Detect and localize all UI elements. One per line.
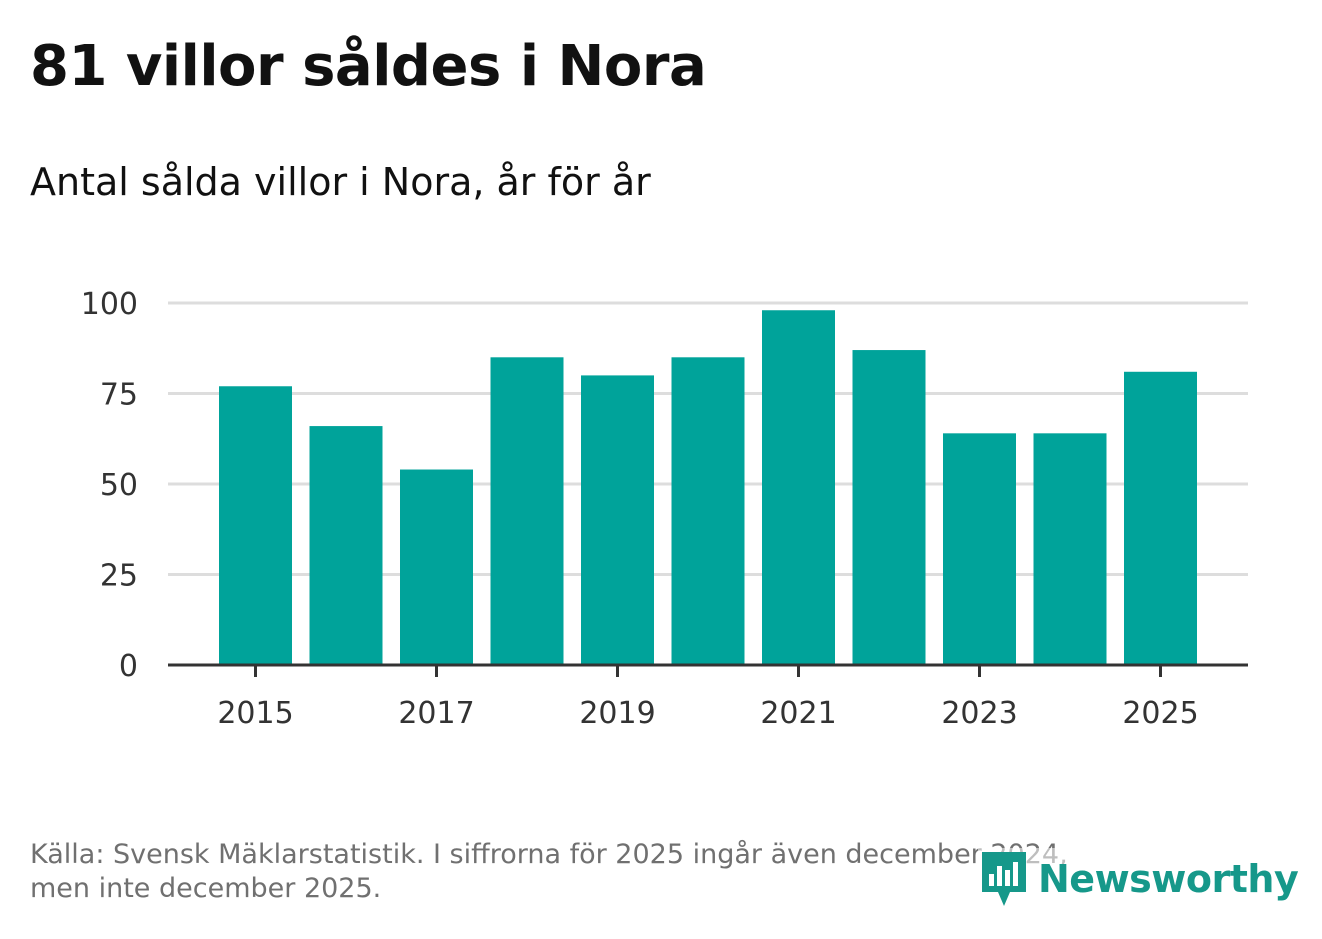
bar-2015: [219, 386, 292, 665]
bar-2022: [852, 350, 926, 665]
y-tick-label: 0: [119, 649, 138, 684]
y-tick-label: 100: [81, 287, 138, 322]
source-note: Källa: Svensk Mäklarstatistik. I siffror…: [30, 838, 1220, 906]
newsworthy-logo: Newsworthy: [978, 848, 1299, 910]
chart-subtitle: Antal sålda villor i Nora, år för år: [30, 160, 651, 204]
bar-2023: [943, 433, 1016, 665]
bar-2018: [490, 357, 564, 665]
logo-text: Newsworthy: [1038, 857, 1299, 901]
bar-2024: [1033, 433, 1107, 665]
chart-title: 81 villor såldes i Nora: [30, 34, 707, 99]
bar-2020: [671, 357, 745, 665]
bar-2016: [309, 426, 383, 665]
bar-2017: [400, 469, 473, 665]
source-line-1: Källa: Svensk Mäklarstatistik. I siffror…: [30, 839, 1068, 870]
y-tick-label: 75: [100, 378, 138, 413]
bar-chart-speech-bubble-icon: [982, 852, 1026, 906]
bar-chart: 0 25 50 75 100 2015 2017 2019 2021 2023 2025: [81, 287, 1248, 731]
source-line-2: men inte december 2025.: [30, 873, 382, 904]
bar-2019: [581, 375, 654, 665]
x-tick-label: 2021: [760, 696, 836, 731]
x-tick-label: 2019: [579, 696, 655, 731]
y-tick-label: 50: [100, 468, 138, 503]
x-tick-label: 2025: [1122, 696, 1198, 731]
bar-2021: [762, 310, 835, 665]
x-tick-label: 2015: [217, 696, 293, 731]
bar-2025: [1124, 371, 1197, 665]
y-tick-label: 25: [100, 559, 138, 594]
x-tick-label: 2017: [398, 696, 474, 731]
x-tick-label: 2023: [941, 696, 1017, 731]
